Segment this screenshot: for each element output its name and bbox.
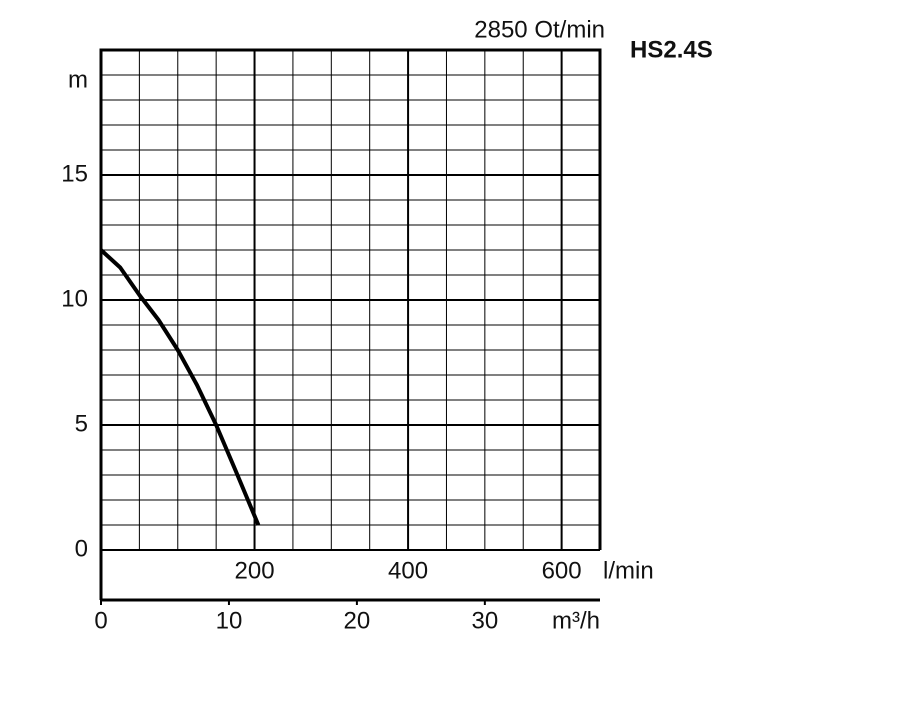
x2-tick-label: 20 bbox=[344, 607, 371, 634]
x2-tick-label: 10 bbox=[216, 607, 243, 634]
x2-tick-label: 0 bbox=[94, 607, 107, 634]
x2-tick-label: 30 bbox=[471, 607, 498, 634]
y-tick-label: 5 bbox=[75, 410, 88, 437]
y-tick-label: 15 bbox=[61, 160, 88, 187]
y-axis-label: m bbox=[68, 66, 88, 93]
chart-title: HS2.4S bbox=[630, 36, 713, 63]
y-tick-label: 0 bbox=[75, 535, 88, 562]
y-tick-label: 10 bbox=[61, 285, 88, 312]
x-tick-label: 200 bbox=[235, 557, 275, 584]
x-axis-label: l/min bbox=[603, 557, 654, 584]
x-tick-label: 400 bbox=[388, 557, 428, 584]
chart-subtitle: 2850 Ot/min bbox=[474, 16, 605, 43]
frame bbox=[99, 48, 602, 602]
curve bbox=[99, 248, 261, 526]
x-tick-label: 600 bbox=[542, 557, 582, 584]
x2-axis-label: m³/h bbox=[552, 607, 600, 634]
